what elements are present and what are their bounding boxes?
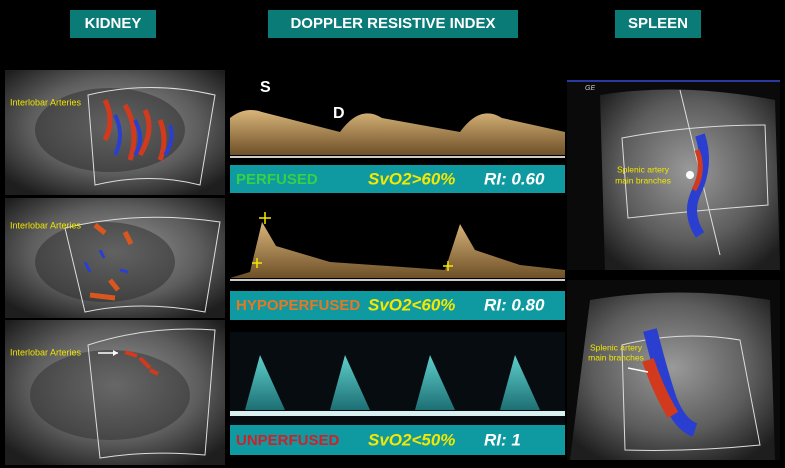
vessel-label: main branches: [615, 175, 671, 185]
arrow-tip: [686, 171, 694, 179]
flow-red: [102, 98, 167, 161]
status-bar: [230, 291, 565, 320]
status-bar: [230, 165, 565, 193]
doppler-waveform: S D PERFUSED SvO2>60% RI: 0.60: [230, 78, 565, 193]
kidney-image: Interlobar Arteries: [5, 70, 225, 195]
logo: GE: [585, 85, 595, 92]
resistive-index: RI: 0.80: [484, 295, 545, 314]
vessel-label: Splenic artery: [590, 342, 643, 352]
flow-red: [89, 223, 134, 301]
kidney-image: Interlobar Arteries: [5, 198, 225, 318]
ultrasound: [5, 320, 225, 465]
organ: [30, 350, 190, 440]
resistive-index: RI: 1: [484, 430, 521, 449]
spleen-image: GE Splenic artery main branches: [567, 80, 780, 270]
baseline: [230, 411, 565, 416]
header: DOPPLER RESISTIVE INDEX: [290, 15, 495, 32]
vessel-label: Splenic artery: [617, 164, 670, 174]
ultrasound: [570, 292, 775, 460]
peak-label: D: [333, 105, 345, 122]
status: UNPERFUSED: [236, 432, 340, 449]
waveform: [230, 110, 565, 155]
ultrasound: [600, 89, 780, 270]
header-box: [268, 10, 518, 38]
svo2: SvO2<50%: [368, 430, 455, 449]
spleen-image: Splenic artery main branches: [567, 280, 780, 460]
peak-label: S: [260, 79, 271, 96]
arrowhead: [113, 350, 118, 356]
resistive-index: RI: 0.60: [484, 169, 545, 188]
vessel-label: Interlobar Arteries: [10, 97, 82, 107]
doppler-waveform: HYPOPERFUSED SvO2<60% RI: 0.80: [230, 212, 565, 320]
vessel-label: main branches: [588, 352, 644, 362]
doppler-box: [64, 216, 221, 313]
flow-blue: [686, 133, 709, 238]
header-box: [615, 10, 701, 38]
vessel-label: Interlobar Arteries: [10, 220, 82, 230]
doppler-waveform: UNPERFUSED SvO2<50% RI: 1: [230, 332, 565, 455]
svo2: SvO2<60%: [368, 295, 455, 314]
header: SPLEEN: [628, 15, 688, 32]
status: PERFUSED: [236, 171, 318, 188]
doppler-box: [87, 87, 216, 186]
waveform: [245, 355, 540, 410]
doppler-box: [87, 328, 216, 459]
status: HYPOPERFUSED: [236, 297, 360, 314]
doppler-box: [621, 335, 761, 451]
header-box: [70, 10, 156, 38]
kidney-image: Interlobar Arteries: [5, 320, 225, 465]
svo2: SvO2>60%: [368, 169, 455, 188]
flow-red: [642, 358, 679, 419]
flow-blue: [83, 249, 129, 274]
waveform: [230, 222, 565, 278]
caliper: [252, 212, 453, 271]
arrow: [627, 367, 649, 373]
organ: [35, 222, 175, 302]
doppler-box: [621, 124, 769, 219]
flow-blue: [113, 114, 174, 157]
flow-red: [124, 350, 159, 376]
header: KIDNEY: [85, 15, 142, 32]
status-bar: [230, 425, 565, 455]
flow-red: [691, 149, 703, 192]
vessel-label: Interlobar Arteries: [10, 347, 82, 357]
